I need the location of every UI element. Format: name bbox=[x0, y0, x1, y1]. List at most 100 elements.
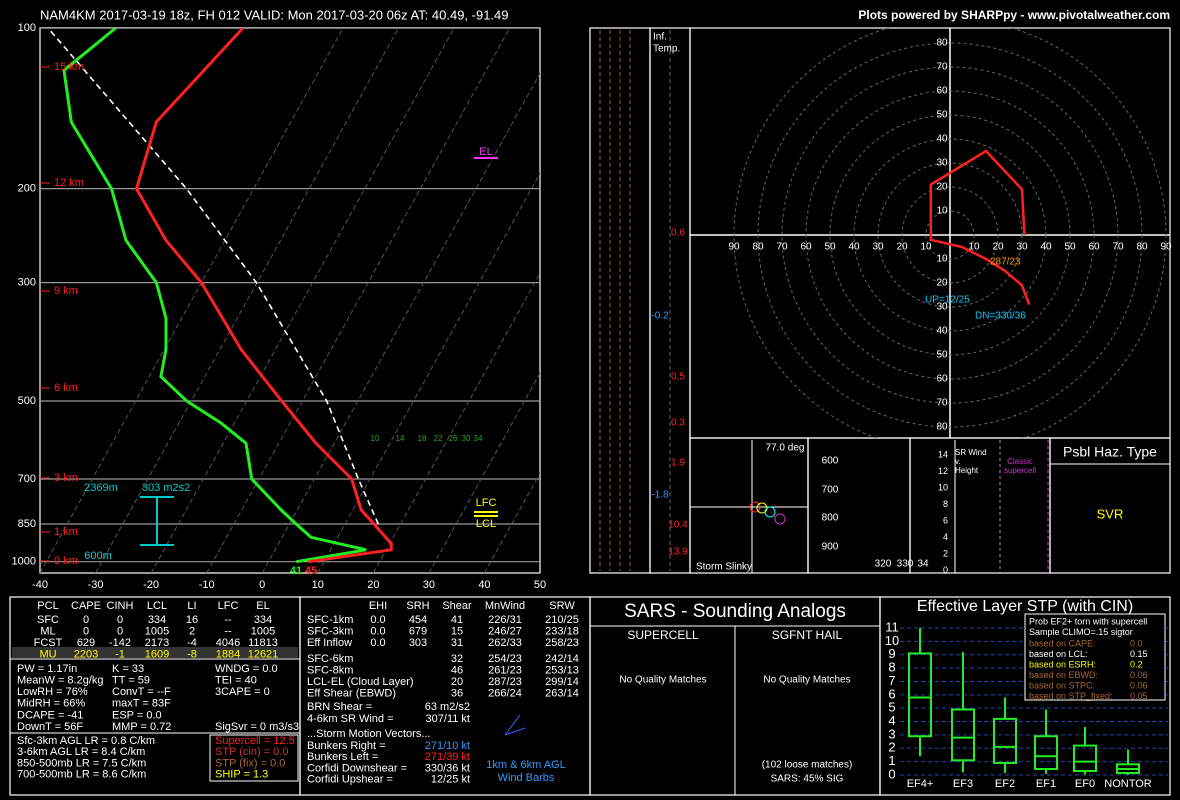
inftemp-label: 13.9 bbox=[668, 547, 688, 558]
sr-pressure-label: 700 bbox=[822, 485, 839, 496]
thermo-header: LCL bbox=[147, 600, 167, 612]
sr-height-tick: 8 bbox=[943, 499, 948, 509]
hodo-x-label: 90 bbox=[728, 242, 740, 253]
kinematic-cell: LCL-EL (Cloud Layer) bbox=[307, 676, 414, 688]
kinematic-extra: 63 m2/s2 bbox=[425, 701, 470, 713]
hodo-downshear: DN=330/36 bbox=[975, 311, 1026, 322]
stp-frame bbox=[879, 596, 1171, 796]
stp-category: EF2 bbox=[995, 778, 1015, 790]
hodo-y-label: 40 bbox=[936, 326, 948, 337]
hodo-y-label: 70 bbox=[936, 62, 948, 73]
stp-y-label: 2 bbox=[888, 740, 895, 755]
inftemp-label: 1.9 bbox=[671, 458, 685, 469]
inftemp-label: -1.8 bbox=[651, 490, 669, 501]
thermo-cell: 334 bbox=[148, 614, 166, 626]
thermo-param: 3CAPE = 0 bbox=[215, 686, 270, 698]
temp-label: 30 bbox=[423, 579, 435, 591]
height-label: 9 km bbox=[54, 285, 78, 297]
height-label: 6 km bbox=[54, 382, 78, 394]
kinematic-header: SRW bbox=[549, 600, 575, 612]
thermo-cell: 1609 bbox=[145, 648, 169, 660]
barb-note: 1km & 6km AGL bbox=[486, 759, 565, 771]
hodo-y-label: 20 bbox=[936, 182, 948, 193]
thermo-param: DownT = 56F bbox=[17, 721, 83, 733]
box bbox=[1034, 735, 1058, 770]
height-label: 15 km bbox=[54, 61, 84, 73]
inset-label: based on EBWD: bbox=[1029, 670, 1098, 680]
stp-category: EF3 bbox=[953, 778, 973, 790]
stp-title: Effective Layer STP (with CIN) bbox=[917, 598, 1133, 615]
hodo-ring bbox=[877, 162, 1023, 308]
inftemp-label: 0.6 bbox=[671, 228, 685, 239]
lfc-label: LFC bbox=[476, 497, 497, 509]
lapse-rate: 700-500mb LR = 8.6 C/km bbox=[17, 769, 146, 781]
index-value: SHIP = 1.3 bbox=[215, 769, 268, 781]
stp-category: EF0 bbox=[1075, 778, 1095, 790]
hodo-y-label: 80 bbox=[936, 38, 948, 49]
box bbox=[1073, 744, 1097, 772]
sr-height-tick: 14 bbox=[938, 449, 948, 459]
kinematic-cell: 233/18 bbox=[545, 625, 579, 637]
height-label: 0 km bbox=[54, 555, 78, 567]
thermo-header: PCL bbox=[37, 600, 58, 612]
inflow-guides bbox=[599, 30, 671, 571]
esrh-label: 303 m2s2 bbox=[142, 482, 190, 494]
hodo-x-label: 20 bbox=[896, 242, 908, 253]
hodo-trace bbox=[929, 149, 1031, 306]
stp-y-label: 8 bbox=[888, 660, 895, 675]
thermo-param: DCAPE = -41 bbox=[17, 709, 83, 721]
height-label: 3 km bbox=[54, 472, 78, 484]
kinematic-extra: 4-6km SR Wind = bbox=[307, 713, 394, 725]
thermo-param: ESP = 0.0 bbox=[112, 709, 162, 721]
thermo-cell: 2173 bbox=[145, 637, 169, 649]
kinematic-cell: 287/23 bbox=[488, 676, 522, 688]
barb-icon bbox=[504, 714, 526, 736]
inset-title: Sample CLIMO=.15 sigtor bbox=[1029, 627, 1133, 637]
thermo-cell: 1005 bbox=[145, 625, 169, 637]
inset-value: 0.06 bbox=[1130, 680, 1148, 690]
hodo-y-label: 40 bbox=[936, 134, 948, 145]
temp-label: 40 bbox=[478, 579, 490, 591]
mixing-ratio-label: 22 bbox=[434, 434, 443, 443]
hodo-x-label: 40 bbox=[1040, 242, 1052, 253]
slinky-axes bbox=[690, 440, 808, 573]
inset-label: based on ESRH: bbox=[1029, 659, 1096, 669]
thermo-param: ConvT = --F bbox=[112, 686, 171, 698]
slinky-ring bbox=[764, 506, 776, 518]
pressure-label: 500 bbox=[18, 395, 36, 407]
index-value: Supercell = 12.5 bbox=[215, 735, 295, 747]
sr-bottom-label: 34 bbox=[917, 559, 929, 570]
thermo-cell: -- bbox=[224, 625, 232, 637]
hodo-x-label: 70 bbox=[776, 242, 788, 253]
temp-label: 20 bbox=[367, 579, 379, 591]
kinematic-cell: 31 bbox=[451, 637, 463, 649]
kinematic-cell: 15 bbox=[451, 625, 463, 637]
sr-height-note: supercell bbox=[1004, 466, 1036, 475]
barb-note: Wind Barbs bbox=[498, 772, 555, 784]
kinematic-cell: 242/14 bbox=[545, 653, 579, 665]
kinematic-cell: 263/14 bbox=[545, 687, 579, 699]
thermo-cell: 629 bbox=[77, 637, 95, 649]
height-label: 1 km bbox=[54, 526, 78, 538]
motion-value: 271/10 kt bbox=[425, 740, 470, 752]
header-credit: Plots powered by SHARPpy - www.pivotalwe… bbox=[858, 8, 1170, 22]
thermo-cell: 0 bbox=[83, 614, 89, 626]
sr-height-tick: 6 bbox=[943, 515, 948, 525]
stp-category: EF4+ bbox=[907, 778, 934, 790]
kinematic-cell: 226/31 bbox=[488, 614, 522, 626]
box bbox=[951, 708, 975, 762]
mixing-ratio-label: 30 bbox=[462, 434, 471, 443]
hazard-title: Psbl Haz. Type bbox=[1063, 444, 1157, 460]
stp-y-label: 7 bbox=[888, 673, 895, 688]
stp-y-label: 4 bbox=[888, 713, 895, 728]
thermo-param: SigSvr = 0 m3/s3 bbox=[215, 721, 299, 733]
stp-y-label: 6 bbox=[888, 686, 895, 701]
hodo-mean: 287/23 bbox=[990, 257, 1021, 268]
mu-row-bg bbox=[12, 647, 298, 658]
mixing-ratio-label: 34 bbox=[474, 434, 483, 443]
hodo-x-label: 20 bbox=[992, 242, 1004, 253]
box bbox=[908, 652, 932, 738]
index-box bbox=[209, 734, 299, 782]
thermo-cell: 2 bbox=[189, 625, 195, 637]
